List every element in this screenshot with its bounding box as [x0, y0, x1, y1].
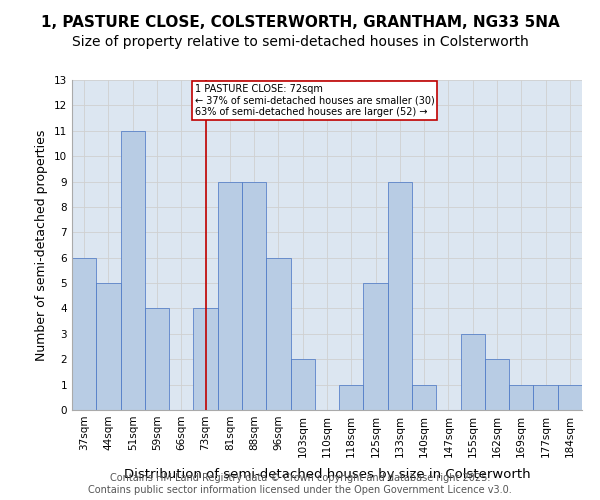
- Bar: [339, 384, 364, 410]
- Text: 1, PASTURE CLOSE, COLSTERWORTH, GRANTHAM, NG33 5NA: 1, PASTURE CLOSE, COLSTERWORTH, GRANTHAM…: [41, 15, 559, 30]
- Text: Contains HM Land Registry data © Crown copyright and database right 2025.
Contai: Contains HM Land Registry data © Crown c…: [88, 474, 512, 495]
- X-axis label: Distribution of semi-detached houses by size in Colsterworth: Distribution of semi-detached houses by …: [124, 468, 530, 481]
- Bar: [388, 182, 412, 410]
- Bar: [461, 334, 485, 410]
- Bar: [485, 359, 509, 410]
- Text: Size of property relative to semi-detached houses in Colsterworth: Size of property relative to semi-detach…: [71, 35, 529, 49]
- Bar: [266, 258, 290, 410]
- Bar: [364, 283, 388, 410]
- Bar: [193, 308, 218, 410]
- Text: 1 PASTURE CLOSE: 72sqm
← 37% of semi-detached houses are smaller (30)
63% of sem: 1 PASTURE CLOSE: 72sqm ← 37% of semi-det…: [194, 84, 434, 117]
- Bar: [290, 359, 315, 410]
- Bar: [218, 182, 242, 410]
- Bar: [242, 182, 266, 410]
- Bar: [533, 384, 558, 410]
- Bar: [72, 258, 96, 410]
- Bar: [558, 384, 582, 410]
- Bar: [121, 131, 145, 410]
- Bar: [412, 384, 436, 410]
- Bar: [145, 308, 169, 410]
- Y-axis label: Number of semi-detached properties: Number of semi-detached properties: [35, 130, 49, 360]
- Bar: [509, 384, 533, 410]
- Bar: [96, 283, 121, 410]
